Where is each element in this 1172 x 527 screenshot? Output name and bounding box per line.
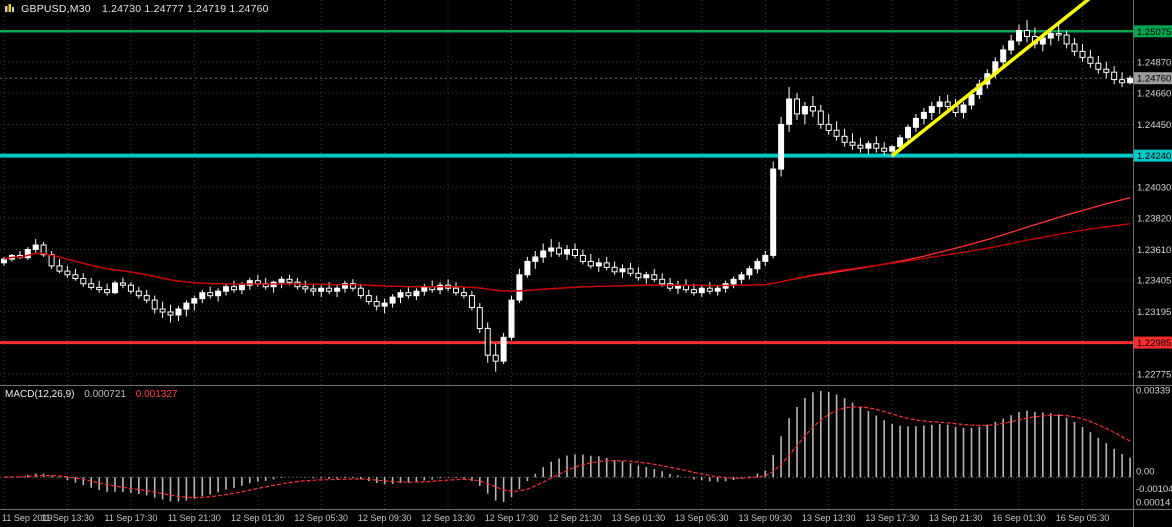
chart-icon [5,4,14,16]
macd-signal-value: 0.001327 [135,389,178,400]
svg-text:11 Sep 17:30: 11 Sep 17:30 [104,513,157,523]
macd-name: MACD(12,26,9) [5,389,75,400]
svg-text:12 Sep 13:30: 12 Sep 13:30 [421,513,475,523]
svg-text:13 Sep 13:30: 13 Sep 13:30 [802,513,856,523]
current-price-badge: 1.24760 [1134,72,1172,85]
svg-text:1.23195: 1.23195 [1137,307,1171,318]
moving-average-line[interactable] [3,223,1131,292]
svg-text:1.24870: 1.24870 [1137,57,1171,68]
svg-text:1.24240: 1.24240 [1137,151,1171,162]
svg-text:12 Sep 05:30: 12 Sep 05:30 [294,513,348,523]
svg-text:16 Sep 05:30: 16 Sep 05:30 [1056,513,1110,523]
macd-histogram [11,391,1131,502]
svg-text:12 Sep 17:30: 12 Sep 17:30 [485,513,539,523]
svg-text:13 Sep 17:30: 13 Sep 17:30 [865,513,919,523]
svg-text:1.24760: 1.24760 [1137,74,1171,85]
macd-main-value: 0.000721 [84,389,126,400]
symbol-timeframe: GBPUSD,M30 [21,3,91,15]
svg-text:1.23820: 1.23820 [1137,214,1171,225]
svg-text:1.23610: 1.23610 [1137,245,1171,256]
svg-text:16 Sep 01:30: 16 Sep 01:30 [992,513,1046,523]
svg-text:13 Sep 05:30: 13 Sep 05:30 [675,513,729,523]
svg-text:13 Sep 09:30: 13 Sep 09:30 [739,513,793,523]
price-line-badge: 1.22985 [1134,336,1172,349]
svg-text:12 Sep 09:30: 12 Sep 09:30 [358,513,412,523]
macd-axis-label: -0.00104 [1136,484,1172,495]
svg-text:12 Sep 01:30: 12 Sep 01:30 [231,513,285,523]
macd-label: MACD(12,26,9) 0.000721 0.001327 [5,389,177,400]
svg-text:11 Sep 2019: 11 Sep 2019 [2,513,52,523]
svg-text:1.23405: 1.23405 [1137,276,1171,287]
svg-text:1.24030: 1.24030 [1137,182,1171,193]
svg-text:1.24660: 1.24660 [1137,89,1171,100]
svg-text:13 Sep 21:30: 13 Sep 21:30 [929,513,983,523]
svg-text:1.22985: 1.22985 [1137,338,1171,349]
svg-text:13 Sep 01:30: 13 Sep 01:30 [612,513,666,523]
svg-text:12 Sep 21:30: 12 Sep 21:30 [548,513,602,523]
macd-axis-label: 0.00014 [1136,497,1170,508]
candle-bodies [1,30,1134,362]
macd-axis-label: 0.00 [1136,467,1155,478]
chart-title: GBPUSD,M30 1.24730 1.24777 1.24719 1.247… [5,3,269,16]
macd-signal-line [3,406,1131,499]
svg-text:1.24450: 1.24450 [1137,120,1171,131]
ohlc-values: 1.24730 1.24777 1.24719 1.24760 [101,3,269,15]
macd-axis-label: 0.00339 [1136,385,1170,396]
svg-text:1.22775: 1.22775 [1137,369,1171,380]
price-line-badge: 1.24240 [1134,149,1172,162]
svg-text:11 Sep 21:30: 11 Sep 21:30 [168,513,221,523]
svg-text:11 Sep 13:30: 11 Sep 13:30 [41,513,94,523]
price-line-badge: 1.25075 [1134,25,1172,38]
trendline[interactable] [891,0,1091,157]
svg-text:1.25075: 1.25075 [1137,27,1171,38]
